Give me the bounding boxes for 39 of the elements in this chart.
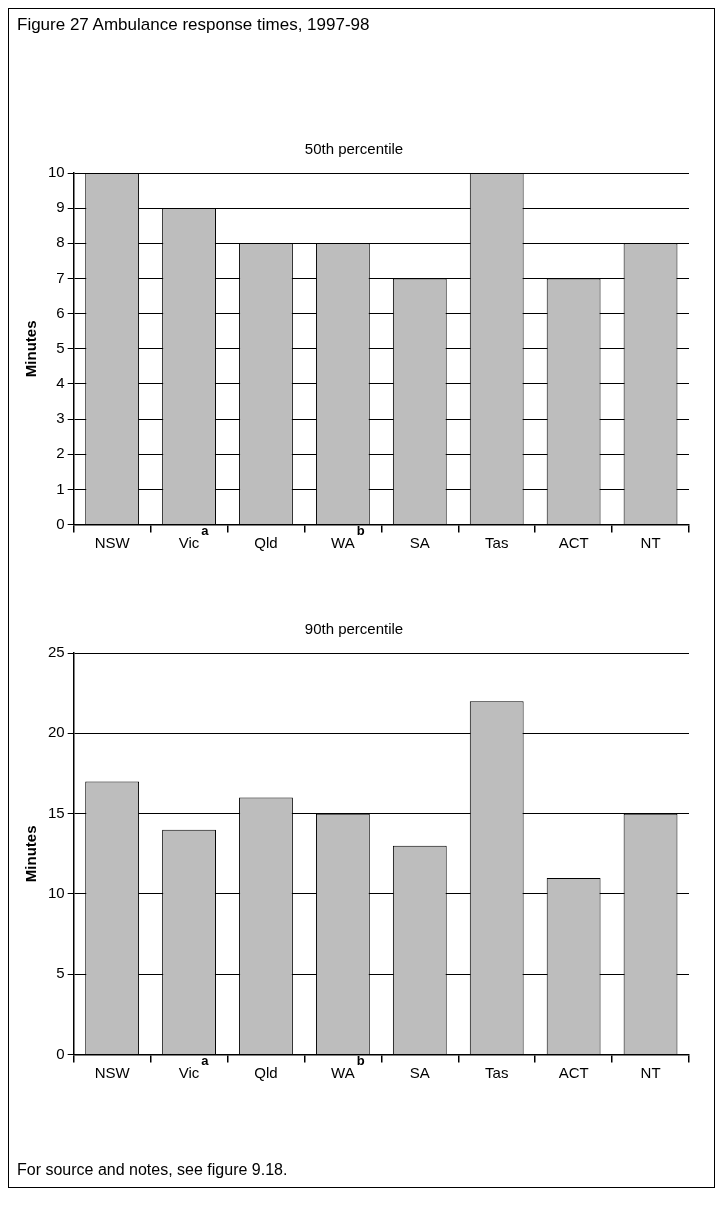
x-tick-label: Tas [485,1064,509,1082]
x-tick-label: ACT [558,534,589,552]
y-tick-label: 5 [56,338,65,356]
y-tick-label: 10 [48,163,65,181]
x-tick-label: Qld [254,1064,278,1082]
x-tick-label: NSW [94,534,131,552]
y-tick-label: 5 [56,964,65,982]
x-tick-label: SA [409,534,430,552]
y-tick-label: 1 [56,479,65,497]
y-axis-title: Minutes [22,825,40,883]
y-tick-label: 3 [56,409,65,427]
x-tick-label: Vica [178,522,210,552]
y-tick-label: 6 [56,303,65,321]
chart-subtitle: 90th percentile [304,620,404,638]
y-tick-label: 4 [56,374,65,392]
x-tick-label: WAb [331,522,365,552]
y-tick-label: 0 [56,1044,65,1062]
y-tick-label: 20 [48,723,65,741]
chart-subtitle: 50th percentile [304,140,404,158]
x-tick-label: Qld [254,534,278,552]
x-tick-label: ACT [558,1064,589,1082]
y-tick-label: 9 [56,198,65,216]
x-tick-label: SA [409,1064,430,1082]
y-tick-label: 25 [48,643,65,661]
x-tick-label: Tas [485,534,509,552]
y-tick-label: 15 [48,803,65,821]
x-tick-label: NSW [94,1064,131,1082]
y-tick-label: 10 [48,884,65,902]
x-tick-label: NT [640,1064,661,1082]
x-tick-label: WAb [331,1052,365,1082]
y-tick-label: 0 [56,514,65,532]
x-tick-label: Vica [178,1052,210,1082]
y-axis-title: Minutes [22,320,40,378]
x-tick-label: NT [640,534,661,552]
y-tick-label: 8 [56,233,65,251]
y-tick-label: 7 [56,268,65,286]
text: For source and notes, see figure 9.18. [16,1160,289,1180]
chart-title: Figure 27 Ambulance response times, 1997-98 [16,14,371,36]
y-tick-label: 2 [56,444,65,462]
